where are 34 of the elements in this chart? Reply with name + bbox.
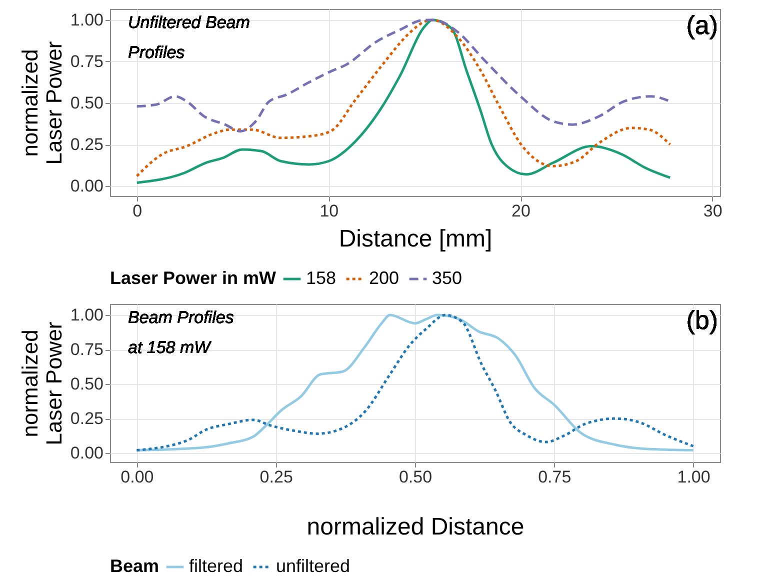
y-tick-label: 0.75 xyxy=(70,52,104,71)
x-tick-label: 0.75 xyxy=(538,468,572,486)
legend-label: 350 xyxy=(432,268,462,288)
y-tick-label: 1.00 xyxy=(70,10,104,30)
y-tick-label: 0.50 xyxy=(70,374,104,394)
annotation: Beam Profiles at 158 mW xyxy=(128,308,234,357)
x-tick-label: 0.00 xyxy=(120,468,154,486)
x-axis-title: Distance [mm] xyxy=(338,226,492,252)
y-tick-label: 0.25 xyxy=(70,409,104,428)
annotation: (b) xyxy=(686,305,718,335)
x-tick-label: 0.25 xyxy=(260,468,293,486)
legend-label: 200 xyxy=(369,268,400,288)
legend-title: Beam xyxy=(110,556,160,576)
legend-label: filtered xyxy=(189,556,244,576)
legend-label: unfiltered xyxy=(276,556,350,576)
x-tick-label: 0.50 xyxy=(398,468,432,486)
x-tick-label: 0 xyxy=(132,202,142,220)
y-axis-title: normalized Laser Power xyxy=(17,322,66,446)
legend-label: 158 xyxy=(306,268,336,288)
annotation: (a) xyxy=(686,10,718,40)
x-tick-label: 20 xyxy=(512,202,530,220)
x-axis-title: normalized Distance xyxy=(306,514,524,540)
legend-title: Laser Power in mW xyxy=(110,268,276,288)
y-tick-label: 0.25 xyxy=(70,135,104,154)
x-tick-label: 30 xyxy=(703,202,722,220)
annotation: Unfiltered Beam Profiles xyxy=(128,13,250,62)
y-tick-label: 0.00 xyxy=(70,176,104,196)
x-tick-label: 1.00 xyxy=(677,468,710,486)
y-axis-title: normalized Laser Power xyxy=(17,41,66,165)
y-tick-label: 0.50 xyxy=(70,94,104,112)
y-tick-label: 1.00 xyxy=(70,306,104,325)
y-tick-label: 0.75 xyxy=(70,340,104,360)
x-tick-label: 10 xyxy=(320,202,339,220)
y-tick-label: 0.00 xyxy=(70,444,104,463)
